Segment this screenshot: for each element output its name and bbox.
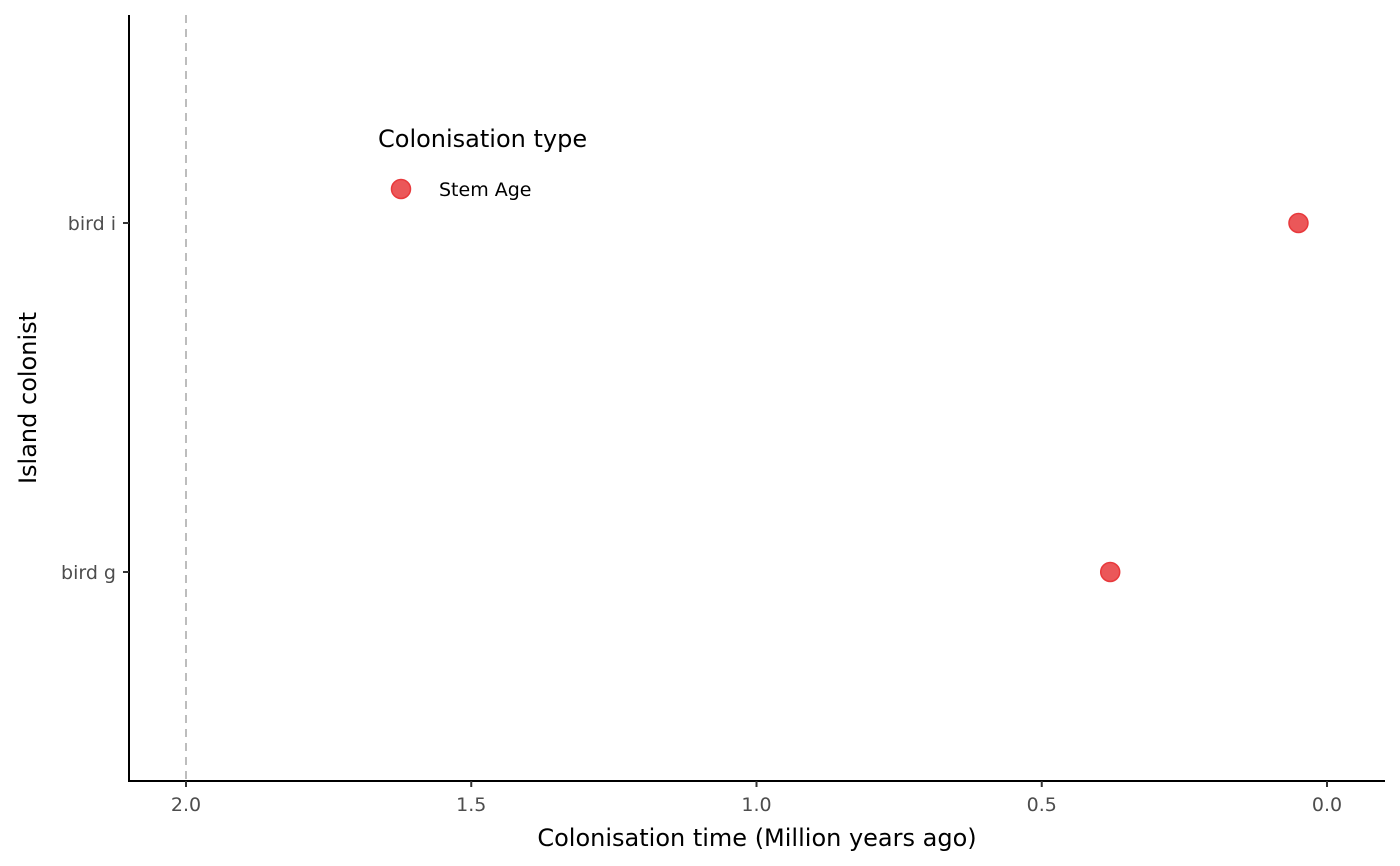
legend: Colonisation type Stem Age — [378, 125, 587, 201]
y-tick-label: bird i — [68, 213, 116, 235]
x-tick-label: 0.0 — [1312, 794, 1342, 816]
y-axis-ticks: bird g bird i — [61, 213, 129, 584]
x-tick-label: 0.5 — [1027, 794, 1057, 816]
legend-label-stem-age: Stem Age — [439, 179, 532, 201]
x-axis-ticks: 2.0 1.5 1.0 0.5 0.0 — [171, 781, 1342, 816]
x-tick-label: 1.5 — [456, 794, 486, 816]
legend-key-stem-age — [390, 178, 412, 200]
x-tick-label: 1.0 — [741, 794, 771, 816]
y-tick-label: bird g — [61, 562, 116, 584]
data-point — [1288, 212, 1309, 234]
data-point — [1099, 561, 1121, 583]
x-axis-title: Colonisation time (Million years ago) — [537, 824, 976, 852]
y-axis-title: Island colonist — [14, 312, 42, 484]
x-tick-label: 2.0 — [171, 794, 201, 816]
data-points — [1099, 212, 1309, 583]
legend-title: Colonisation type — [378, 125, 587, 153]
